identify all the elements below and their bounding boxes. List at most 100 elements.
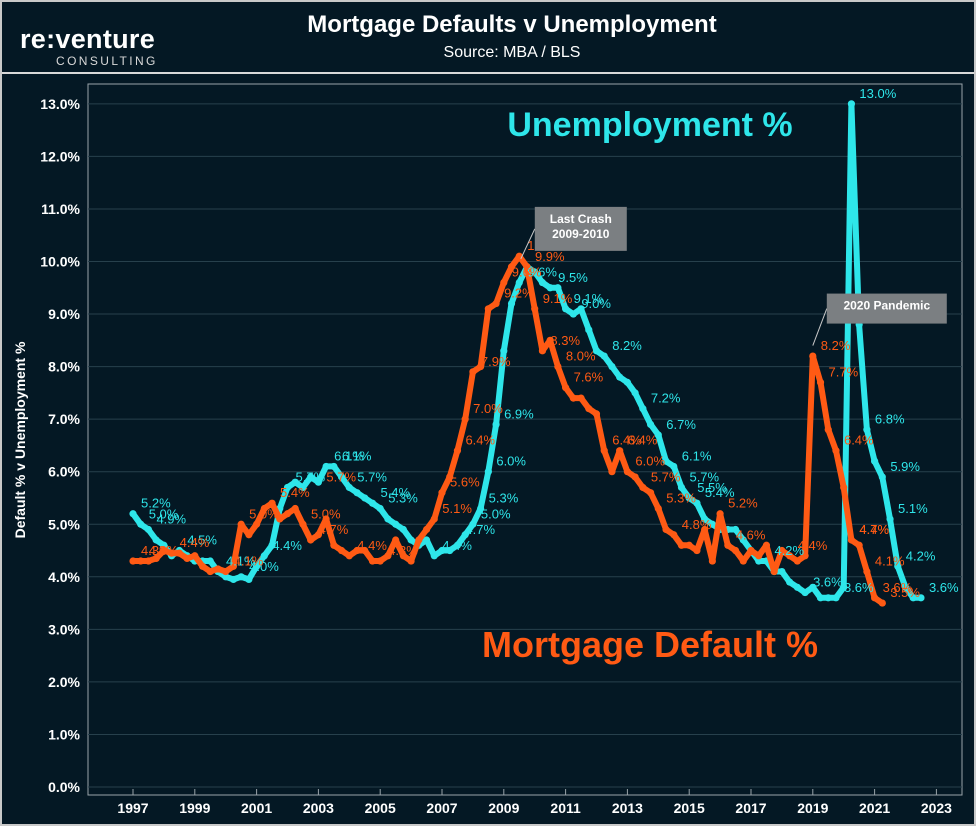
unemployment-data-label: 5.7% bbox=[296, 469, 326, 484]
default-point bbox=[855, 541, 863, 549]
unemployment-data-label: 5.0% bbox=[481, 506, 511, 521]
default-point bbox=[253, 520, 261, 528]
unemployment-data-label: 4.4% bbox=[272, 538, 302, 553]
unemployment-point bbox=[600, 352, 608, 360]
default-point bbox=[175, 549, 183, 557]
y-tick-label: 7.0% bbox=[48, 411, 80, 427]
unemployment-point bbox=[453, 541, 462, 549]
default-data-label: 4.4% bbox=[798, 538, 828, 553]
default-point bbox=[693, 546, 701, 555]
default-point bbox=[353, 546, 361, 555]
y-tick-label: 10.0% bbox=[40, 254, 80, 270]
default-point bbox=[701, 525, 709, 534]
callout-text: 2020 Pandemic bbox=[843, 299, 930, 313]
unemployment-point bbox=[469, 520, 477, 528]
default-data-label: 4.4% bbox=[180, 535, 210, 550]
default-data-label: 4.1% bbox=[234, 554, 264, 569]
default-point bbox=[461, 415, 469, 423]
unemployment-point bbox=[260, 552, 268, 560]
default-point bbox=[152, 554, 160, 563]
default-point bbox=[608, 468, 616, 476]
default-data-label: 6.4% bbox=[844, 433, 874, 448]
unemployment-point bbox=[816, 594, 825, 602]
unemployment-point bbox=[871, 457, 879, 465]
unemployment-point bbox=[840, 583, 848, 591]
default-data-label: 8.3% bbox=[550, 333, 580, 348]
unemployment-point bbox=[878, 473, 886, 481]
unemployment-point bbox=[291, 478, 299, 486]
default-point bbox=[623, 468, 632, 476]
unemployment-point bbox=[446, 546, 454, 555]
unemployment-point bbox=[592, 347, 601, 355]
y-tick-label: 9.0% bbox=[48, 306, 80, 322]
default-point bbox=[214, 565, 222, 573]
unemployment-point bbox=[554, 284, 562, 292]
y-tick-label: 13.0% bbox=[40, 96, 80, 112]
default-series-title: Mortgage Default % bbox=[482, 624, 818, 665]
unemployment-data-label: 5.2% bbox=[141, 496, 171, 511]
unemployment-point bbox=[430, 552, 438, 560]
default-data-label: 5.0% bbox=[249, 506, 279, 521]
unemployment-data-label: 9.0% bbox=[581, 296, 611, 311]
default-data-label: 7.9% bbox=[481, 354, 511, 369]
y-tick-label: 8.0% bbox=[48, 359, 80, 375]
unemployment-data-label: 5.4% bbox=[705, 485, 735, 500]
unemployment-point bbox=[160, 541, 168, 549]
default-data-label: 9.2% bbox=[504, 286, 534, 301]
callout-box bbox=[534, 206, 627, 251]
default-point bbox=[824, 426, 832, 434]
unemployment-data-label: 4.9% bbox=[156, 512, 186, 527]
logo-text: re:venture bbox=[20, 24, 156, 54]
unemployment-point bbox=[206, 557, 214, 565]
default-point bbox=[600, 447, 608, 455]
default-data-label: 5.1% bbox=[442, 501, 472, 516]
unemployment-point bbox=[222, 573, 230, 581]
unemployment-point bbox=[129, 510, 137, 518]
unemployment-data-label: 6.8% bbox=[875, 412, 905, 427]
callout-text: 2009-2010 bbox=[552, 227, 610, 241]
default-data-label: 7.7% bbox=[829, 364, 859, 379]
unemployment-line bbox=[130, 100, 924, 601]
x-tick-label: 2007 bbox=[426, 800, 457, 816]
default-point bbox=[786, 552, 794, 560]
default-point bbox=[863, 567, 871, 576]
default-point bbox=[276, 515, 284, 523]
y-tick-label: 3.0% bbox=[48, 621, 80, 637]
default-data-label: 3.5% bbox=[890, 585, 920, 600]
x-tick-label: 2011 bbox=[550, 800, 581, 816]
unemployment-point bbox=[137, 520, 145, 528]
y-tick-label: 4.0% bbox=[48, 569, 80, 585]
default-point bbox=[832, 447, 840, 455]
unemployment-point bbox=[283, 483, 292, 492]
unemployment-point bbox=[793, 583, 801, 591]
default-point bbox=[847, 536, 856, 544]
default-point bbox=[840, 483, 848, 492]
unemployment-point bbox=[901, 583, 910, 591]
default-point bbox=[160, 546, 168, 555]
unemployment-data-label: 6.1% bbox=[334, 448, 364, 463]
unemployment-point bbox=[786, 578, 794, 586]
unemployment-point bbox=[484, 468, 492, 476]
y-tick-label: 12.0% bbox=[40, 148, 80, 164]
default-point bbox=[531, 305, 539, 313]
y-tick-label: 2.0% bbox=[48, 674, 80, 690]
default-point bbox=[129, 557, 137, 565]
unemployment-data-label: 4.5% bbox=[187, 533, 217, 548]
default-point bbox=[724, 541, 732, 549]
unemployment-point bbox=[461, 531, 469, 539]
unemployment-point bbox=[515, 278, 523, 287]
unemployment-point bbox=[368, 499, 377, 507]
unemployment-data-label: 6.0% bbox=[496, 454, 526, 469]
x-tick-label: 2001 bbox=[241, 800, 272, 816]
default-point bbox=[816, 378, 825, 386]
unemployment-point bbox=[268, 541, 276, 549]
default-point bbox=[562, 384, 570, 392]
unemployment-point bbox=[384, 515, 392, 523]
unemployment-point bbox=[677, 483, 686, 492]
y-tick-label: 5.0% bbox=[48, 516, 80, 532]
unemployment-point bbox=[546, 284, 554, 292]
unemployment-data-label: 5.7% bbox=[689, 469, 719, 484]
unemployment-point bbox=[639, 405, 647, 413]
unemployment-data-label: 9.6% bbox=[527, 265, 557, 280]
